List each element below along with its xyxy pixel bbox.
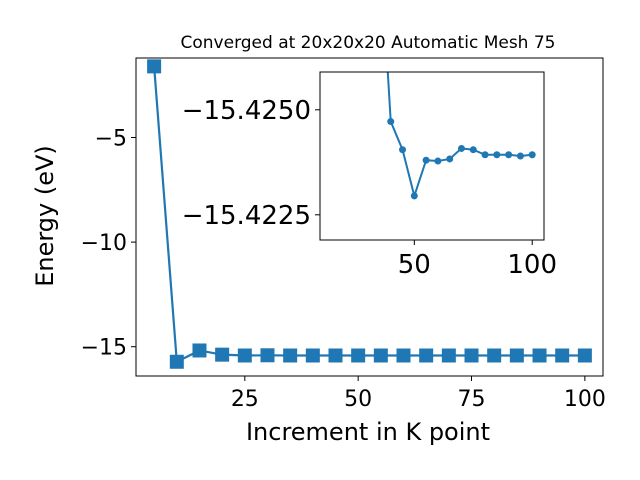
inset-data-point	[516, 152, 524, 160]
main-x-tick-label: 100	[564, 387, 606, 412]
inset-data-point	[410, 192, 418, 200]
inset-data-point	[457, 144, 465, 152]
main-data-point	[215, 347, 230, 362]
x-axis-label: Increment in K point	[246, 418, 490, 446]
inset-data-point	[387, 118, 395, 126]
main-frame	[135, 57, 604, 377]
inset-frame	[319, 71, 545, 241]
main-y-tick-label: −10	[81, 231, 127, 256]
inset-y-tick-label: −15.4250	[182, 96, 311, 126]
main-x-tick-label: 25	[231, 387, 259, 412]
inset-x-tick-label: 50	[398, 250, 431, 280]
inset-data-point	[493, 151, 501, 159]
inset-y-tick-label: −15.4225	[182, 201, 311, 231]
main-data-point	[192, 343, 207, 358]
main-data-point	[419, 348, 434, 363]
inset-y-axis: −15.4250 −15.4225	[182, 96, 320, 231]
main-data-point	[396, 348, 411, 363]
inset-x-axis: 50 100	[398, 240, 557, 280]
inset-data-point	[505, 151, 513, 159]
main-data-point	[260, 348, 275, 363]
main-data-point	[373, 348, 388, 363]
main-data-point	[147, 59, 162, 74]
main-data-point	[169, 354, 184, 369]
main-x-axis: 25 50 75 100	[231, 376, 606, 412]
main-data-point	[532, 348, 547, 363]
inset-plot	[319, 71, 545, 241]
inset-series-line	[386, 72, 533, 200]
main-data-point	[577, 348, 592, 363]
main-data-point	[351, 348, 366, 363]
main-data-point	[283, 348, 298, 363]
main-x-tick-label: 75	[458, 387, 486, 412]
main-data-point	[555, 348, 570, 363]
inset-data-point	[422, 156, 430, 164]
y-axis-label: Energy (eV)	[31, 145, 59, 287]
chart-title: Converged at 20x20x20 Automatic Mesh 75	[181, 33, 556, 53]
inset-data-point	[434, 157, 442, 165]
inset-data-point	[481, 151, 489, 159]
main-data-point	[237, 348, 252, 363]
main-plot	[135, 57, 604, 377]
inset-data-point	[399, 146, 407, 154]
main-data-point	[328, 348, 343, 363]
main-data-point	[441, 348, 456, 363]
inset-x-tick-label: 100	[507, 250, 557, 280]
main-data-point	[305, 348, 320, 363]
main-y-tick-label: −15	[81, 336, 127, 361]
main-data-point	[509, 348, 524, 363]
main-data-point	[464, 348, 479, 363]
main-y-axis: −15 −10 −5	[81, 127, 136, 361]
inset-data-point	[469, 146, 477, 154]
main-data-point	[487, 348, 502, 363]
main-y-tick-label: −5	[95, 127, 127, 152]
main-x-tick-label: 50	[344, 387, 372, 412]
inset-data-point	[446, 155, 454, 163]
inset-data-point	[528, 151, 536, 159]
